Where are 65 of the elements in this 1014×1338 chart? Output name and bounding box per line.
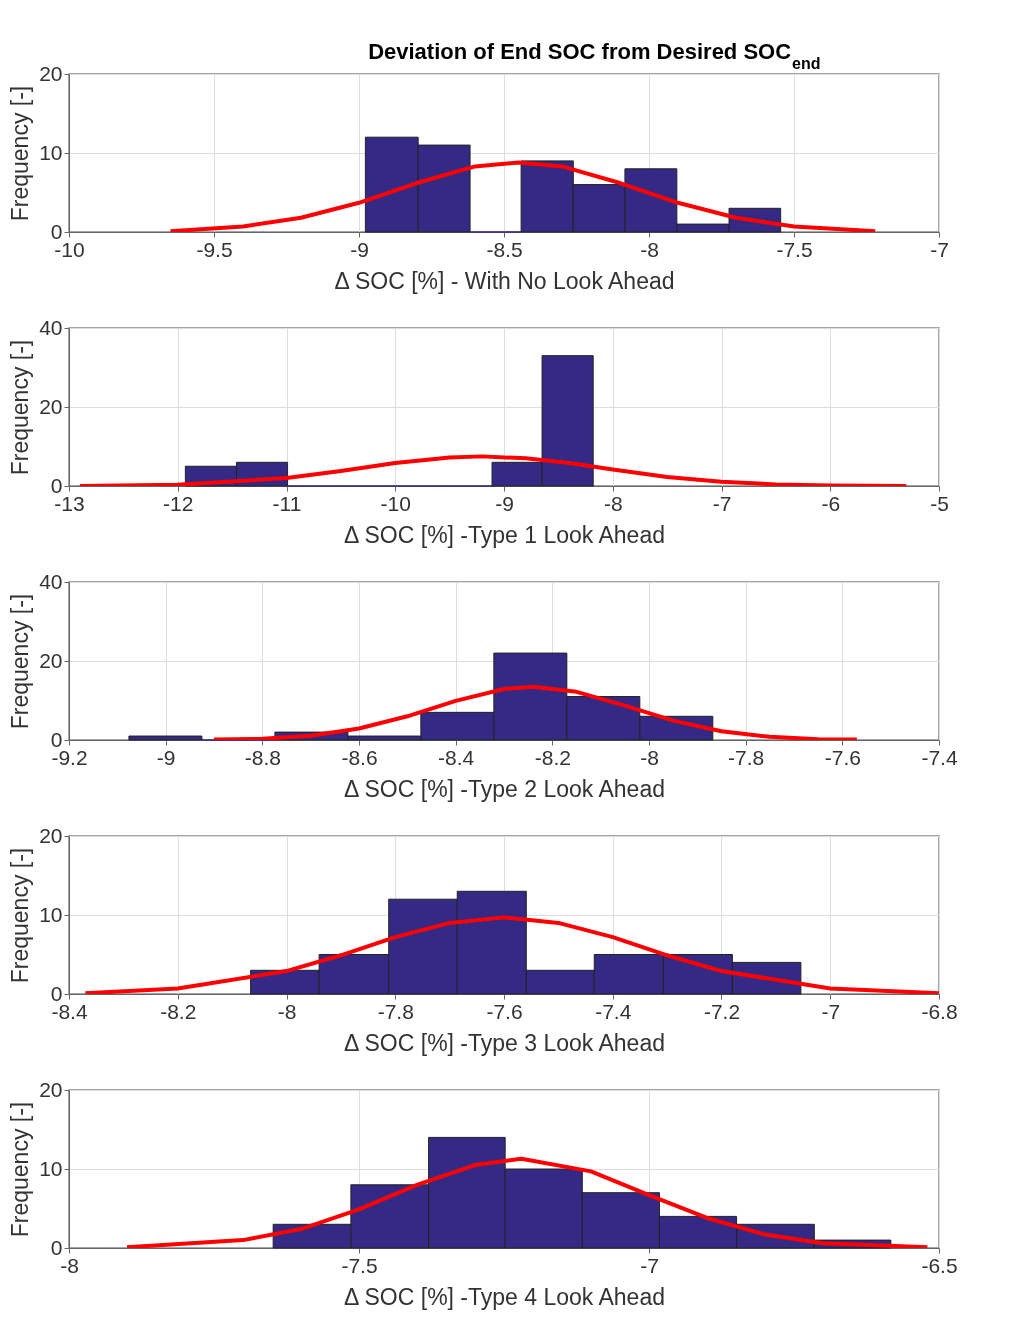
- y-tick-label: 0: [50, 219, 63, 243]
- x-tick-label: -7.4: [595, 999, 632, 1023]
- line-series: [212, 684, 859, 740]
- y-tick-label: 40: [39, 315, 63, 339]
- y-tick-label: 20: [39, 1077, 63, 1101]
- x-tick-label: -9.5: [196, 237, 233, 261]
- line-series: [125, 1156, 930, 1248]
- x-tick-label: -8: [277, 999, 297, 1023]
- x-tick-label: -7.8: [377, 999, 414, 1023]
- x-axis-title: Δ SOC [%] -Type 3 Look Ahead: [344, 1029, 665, 1056]
- x-tick-label: -9: [156, 745, 176, 769]
- x-tick-label: -6.5: [921, 1253, 958, 1277]
- x-tick-label: -8.2: [160, 999, 197, 1023]
- x-tick-label: -8.2: [534, 745, 571, 769]
- x-tick-label: -7: [712, 491, 732, 515]
- y-tick-label: 0: [50, 727, 63, 751]
- y-axis-title: Frequency [-]: [7, 847, 34, 984]
- x-tick-label: -7.5: [776, 237, 813, 261]
- x-tick-label: -9: [350, 237, 369, 261]
- x-tick-label: -7.5: [341, 1253, 378, 1277]
- y-tick-label: 20: [39, 823, 63, 847]
- y-axis-title: Frequency [-]: [7, 85, 34, 222]
- x-tick-label: -7.6: [486, 999, 523, 1023]
- y-tick-label: 10: [39, 902, 63, 926]
- x-tick-label: -7.4: [921, 745, 958, 769]
- x-tick-label: -10: [380, 491, 411, 515]
- y-tick-label: 0: [50, 981, 63, 1005]
- y-axis-title: Frequency [-]: [7, 1101, 34, 1238]
- x-tick-label: -6.8: [921, 999, 958, 1023]
- x-tick-label: -7.2: [703, 999, 741, 1023]
- x-tick-label: -8: [640, 745, 659, 769]
- y-axis-title: Frequency [-]: [7, 593, 34, 730]
- x-tick-label: -11: [272, 491, 302, 515]
- x-tick-label: -12: [163, 491, 194, 515]
- x-axis-title: Δ SOC [%] -Type 4 Look Ahead: [344, 1283, 665, 1310]
- y-tick-label: 20: [39, 394, 63, 418]
- x-axis-title: Δ SOC [%] -Type 2 Look Ahead: [344, 775, 665, 802]
- x-axis-title: Δ SOC [%] -Type 1 Look Ahead: [344, 521, 665, 548]
- line-series: [83, 915, 939, 994]
- x-tick-label: -6: [821, 491, 841, 515]
- line-series: [77, 454, 909, 486]
- x-tick-label: -5: [930, 491, 949, 515]
- x-tick-label: -7.6: [824, 745, 861, 769]
- x-tick-label: -8.6: [341, 745, 378, 769]
- x-tick-label: -8.4: [438, 745, 475, 769]
- y-tick-label: 0: [50, 1235, 63, 1259]
- y-tick-label: 0: [50, 473, 63, 497]
- y-tick-label: 10: [39, 1156, 63, 1180]
- y-tick-label: 20: [39, 61, 63, 85]
- y-tick-label: 40: [39, 569, 63, 593]
- x-tick-label: -8: [640, 237, 659, 261]
- x-tick-label: -8: [60, 1253, 79, 1277]
- x-tick-label: -7: [821, 999, 841, 1023]
- x-tick-label: -7: [640, 1253, 659, 1277]
- line-series: [168, 160, 878, 232]
- x-axis-title: Δ SOC [%] - With No Look Ahead: [334, 267, 675, 294]
- x-tick-label: -9: [495, 491, 514, 515]
- x-tick-label: -8.8: [244, 745, 281, 769]
- x-tick-label: -7.8: [728, 745, 765, 769]
- x-tick-label: -7: [930, 237, 949, 261]
- x-tick-label: -8.5: [486, 237, 523, 261]
- y-tick-label: 20: [39, 648, 63, 672]
- y-axis-title: Frequency [-]: [7, 339, 34, 476]
- y-tick-label: 10: [39, 140, 63, 164]
- x-tick-label: -8: [603, 491, 623, 515]
